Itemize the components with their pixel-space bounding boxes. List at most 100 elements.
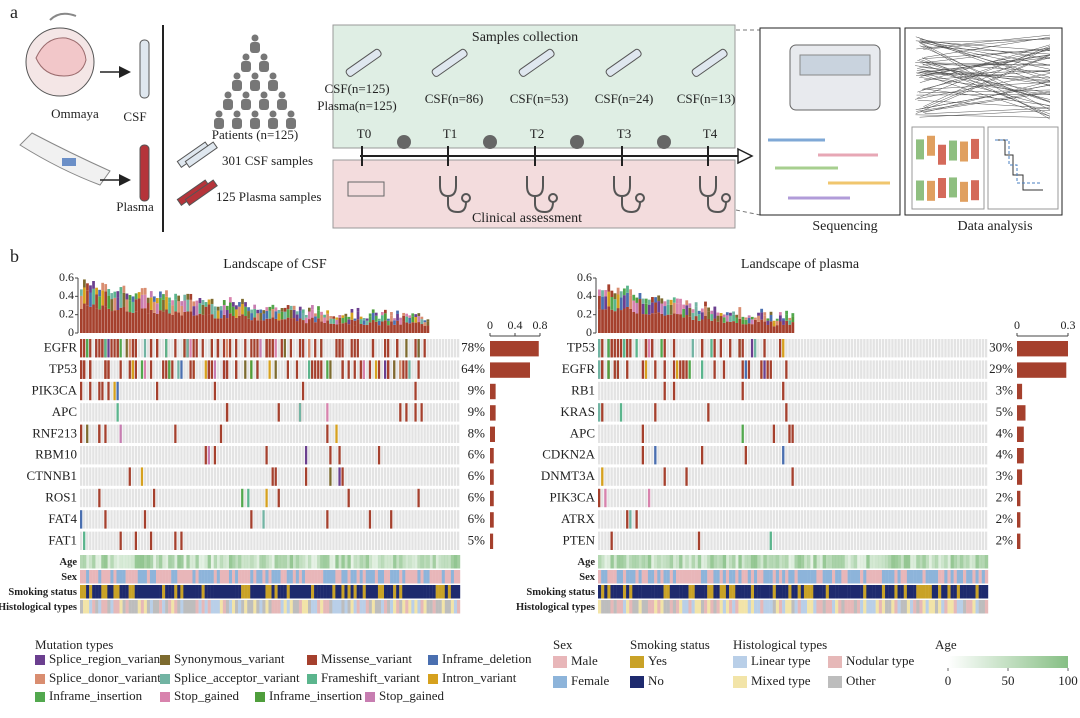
- track-cell: [277, 570, 281, 584]
- cell: [204, 467, 207, 486]
- track-cell: [881, 600, 886, 614]
- cell: [744, 339, 747, 358]
- person-head: [260, 91, 268, 99]
- cell: [913, 424, 916, 443]
- cell: [408, 446, 411, 465]
- patients-label: Patients (n=125): [212, 127, 298, 142]
- cell: [891, 488, 894, 508]
- y-tick-label: 0.4: [577, 288, 592, 302]
- cell: [159, 467, 162, 486]
- burden-bar: [107, 289, 111, 296]
- cell: [301, 360, 305, 379]
- track-cell: [453, 600, 458, 614]
- burden-bar: [171, 300, 174, 306]
- mutation-cell: [140, 467, 144, 486]
- track-cell: [186, 600, 190, 614]
- track-cell: [402, 585, 406, 599]
- cell: [308, 424, 311, 443]
- cell: [710, 510, 713, 529]
- cell: [198, 381, 201, 401]
- track-cell: [295, 555, 300, 569]
- cell: [171, 467, 174, 486]
- track-cell: [104, 600, 108, 614]
- mutation-cell: [341, 360, 344, 379]
- cell: [238, 531, 241, 550]
- burden-bar: [317, 318, 320, 333]
- cell: [810, 446, 813, 465]
- track-cell: [450, 600, 455, 614]
- cell: [844, 467, 847, 486]
- cell: [729, 510, 732, 529]
- cell: [362, 531, 365, 550]
- burden-bar: [146, 303, 150, 314]
- track-label: Histological types: [0, 602, 77, 613]
- track-cell: [435, 600, 439, 614]
- track-cell: [347, 600, 351, 614]
- burden-bar: [280, 311, 284, 320]
- track-cell: [168, 600, 172, 614]
- cell: [441, 446, 445, 465]
- cell: [632, 381, 635, 401]
- burden-bar: [420, 319, 424, 325]
- track-cell: [666, 570, 670, 584]
- cell: [113, 488, 116, 508]
- mutation-cell: [405, 403, 408, 422]
- cell: [931, 467, 935, 486]
- burden-bar: [707, 318, 711, 333]
- cell: [866, 510, 869, 529]
- track-cell: [916, 570, 920, 584]
- cell: [894, 467, 897, 486]
- track-cell: [350, 570, 354, 584]
- track-cell: [125, 570, 129, 584]
- person-body: [259, 61, 269, 72]
- cell: [201, 424, 204, 443]
- track-cell: [323, 585, 327, 599]
- cell: [850, 403, 854, 422]
- cell: [453, 510, 457, 529]
- cell: [660, 360, 663, 379]
- mutation-cell: [329, 467, 332, 486]
- track-cell: [353, 570, 357, 584]
- cell: [722, 510, 726, 529]
- mutation-cell: [626, 360, 629, 379]
- burden-bar: [750, 316, 754, 320]
- bar-sketch: [916, 139, 924, 160]
- cell: [374, 531, 378, 550]
- track-cell: [441, 570, 445, 584]
- cell: [672, 424, 676, 443]
- cell: [371, 467, 375, 486]
- cell: [256, 446, 259, 465]
- track-cell: [374, 555, 379, 569]
- track-cell: [89, 570, 93, 584]
- cell: [710, 531, 713, 550]
- track-cell: [356, 600, 360, 614]
- cell: [143, 467, 147, 486]
- cell: [775, 360, 779, 379]
- cell: [262, 488, 265, 508]
- cell: [772, 381, 776, 401]
- mutation-cell: [134, 531, 137, 550]
- cell: [429, 488, 432, 508]
- track-cell: [216, 555, 221, 569]
- cell: [769, 510, 772, 529]
- track-cell: [256, 555, 260, 569]
- cell: [159, 510, 162, 529]
- cell: [869, 488, 872, 508]
- cell: [146, 510, 150, 529]
- cell: [769, 467, 772, 486]
- cell: [697, 360, 701, 379]
- cell: [813, 360, 816, 379]
- cell: [772, 467, 776, 486]
- cell: [947, 510, 950, 529]
- cell: [931, 360, 935, 379]
- cell: [803, 446, 807, 465]
- km-sketch: [995, 139, 1041, 184]
- cell: [298, 488, 302, 508]
- track-cell: [794, 570, 798, 584]
- cell: [350, 531, 353, 550]
- cell: [110, 360, 113, 379]
- track-cell: [872, 600, 876, 614]
- cell: [847, 360, 850, 379]
- track-cell: [984, 555, 989, 569]
- cell: [828, 360, 832, 379]
